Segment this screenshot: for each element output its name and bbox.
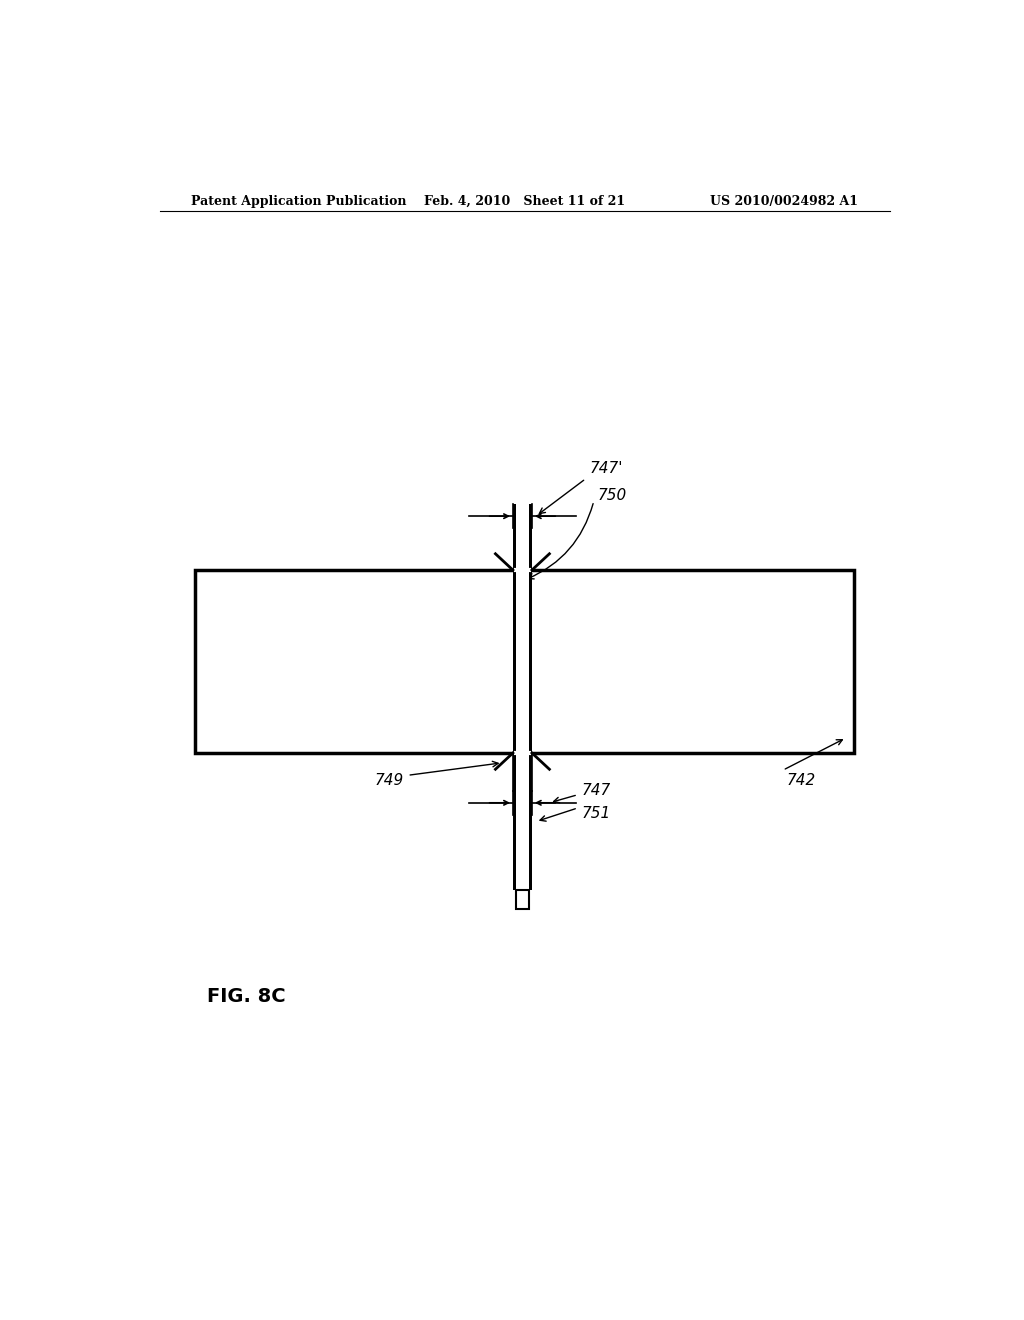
Bar xyxy=(196,570,854,752)
Text: Feb. 4, 2010   Sheet 11 of 21: Feb. 4, 2010 Sheet 11 of 21 xyxy=(424,194,626,207)
Bar xyxy=(513,504,516,890)
Text: 751: 751 xyxy=(582,807,611,821)
Bar xyxy=(528,504,531,890)
Bar xyxy=(516,890,528,908)
Text: Patent Application Publication: Patent Application Publication xyxy=(191,194,407,207)
Text: 747': 747' xyxy=(590,461,624,477)
Text: 749: 749 xyxy=(374,774,403,788)
Text: 747: 747 xyxy=(582,783,611,799)
Text: 750: 750 xyxy=(598,488,627,503)
Text: 742: 742 xyxy=(786,774,816,788)
Bar xyxy=(516,504,528,890)
Text: US 2010/0024982 A1: US 2010/0024982 A1 xyxy=(710,194,858,207)
Text: FIG. 8C: FIG. 8C xyxy=(207,987,286,1006)
